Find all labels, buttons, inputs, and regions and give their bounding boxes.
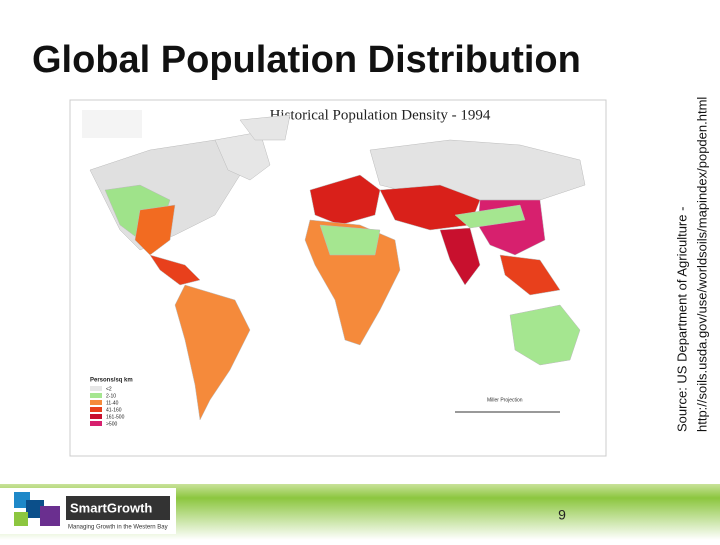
page-number: 9: [558, 507, 566, 523]
source-line: http://soils.usda.gov/use/worldsoils/map…: [694, 97, 709, 432]
source-line: Source: US Department of Agriculture -: [674, 207, 689, 432]
legend-label: 161-500: [106, 414, 125, 420]
legend-label: 11-40: [106, 400, 119, 406]
population-map: Historical Population Density - 1994 Per…: [69, 99, 607, 457]
logo: SmartGrowth Managing Growth in the Weste…: [0, 488, 176, 534]
map-title: Historical Population Density - 1994: [270, 107, 491, 123]
map-legend: Persons/sq km <2 2-10 11-40 41-160 161-5…: [90, 378, 133, 427]
legend-label: 2-10: [106, 393, 116, 399]
logo-tagline: Managing Growth in the Western Bay: [68, 525, 168, 531]
slide-title: Global Population Distribution: [32, 39, 581, 81]
legend-label: 41-160: [106, 407, 122, 413]
map-header: [82, 110, 142, 138]
logo-name: SmartGrowth: [70, 500, 152, 515]
continents: [89, 114, 586, 421]
source-note: Source: US Department of Agriculture - h…: [674, 97, 709, 432]
legend-label: <2: [106, 386, 112, 392]
projection-label: Miller Projection: [487, 397, 523, 403]
legend-label: >500: [106, 421, 117, 427]
legend-title: Persons/sq km: [90, 378, 133, 384]
